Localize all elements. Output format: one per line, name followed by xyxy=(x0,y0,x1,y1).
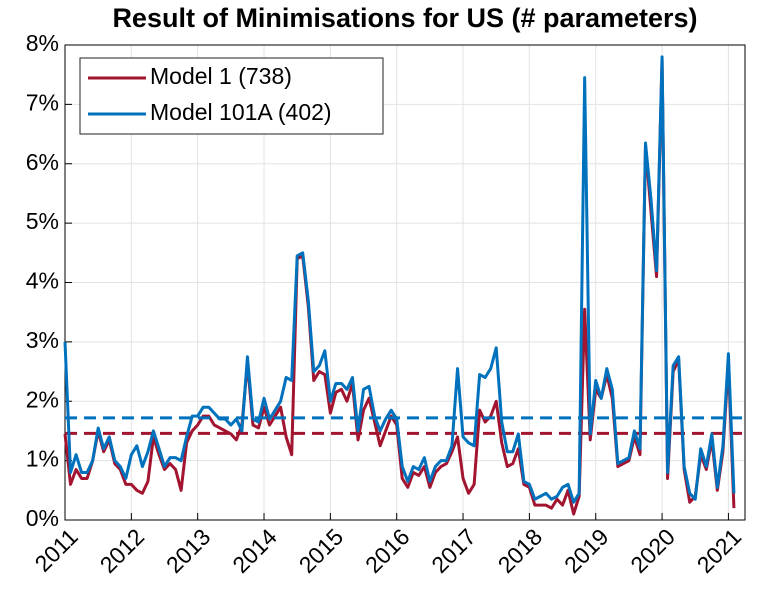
legend-box xyxy=(79,57,384,135)
x-tick-label: 2018 xyxy=(493,523,548,578)
y-tick-label: 0% xyxy=(26,505,59,531)
chart-title: Result of Minimisations for US (# parame… xyxy=(112,3,697,33)
x-tick-label: 2014 xyxy=(227,523,282,578)
x-tick-label: 2011 xyxy=(29,523,82,576)
x-tick-label: 2020 xyxy=(625,523,680,578)
x-tick-label: 2016 xyxy=(360,523,415,578)
y-tick-label: 5% xyxy=(26,208,59,234)
y-tick-label: 2% xyxy=(26,386,59,412)
x-tick-label: 2017 xyxy=(426,523,481,578)
x-tick-label: 2021 xyxy=(692,523,747,578)
legend-label: Model 1 (738) xyxy=(150,63,292,89)
plot-frame xyxy=(64,44,746,521)
y-tick-label: 4% xyxy=(26,268,59,294)
y-tick-label: 3% xyxy=(26,327,59,353)
y-tick-label: 1% xyxy=(26,446,59,472)
x-tick-label: 2019 xyxy=(559,523,614,578)
legend-label: Model 101A (402) xyxy=(150,99,332,125)
y-tick-label: 6% xyxy=(26,149,59,175)
y-tick-label: 8% xyxy=(26,30,59,56)
series-line xyxy=(63,55,736,504)
x-tick-label: 2012 xyxy=(95,523,150,578)
x-tick-label: 2015 xyxy=(294,523,349,578)
y-tick-label: 7% xyxy=(26,89,59,115)
x-tick-label: 2013 xyxy=(161,523,216,578)
